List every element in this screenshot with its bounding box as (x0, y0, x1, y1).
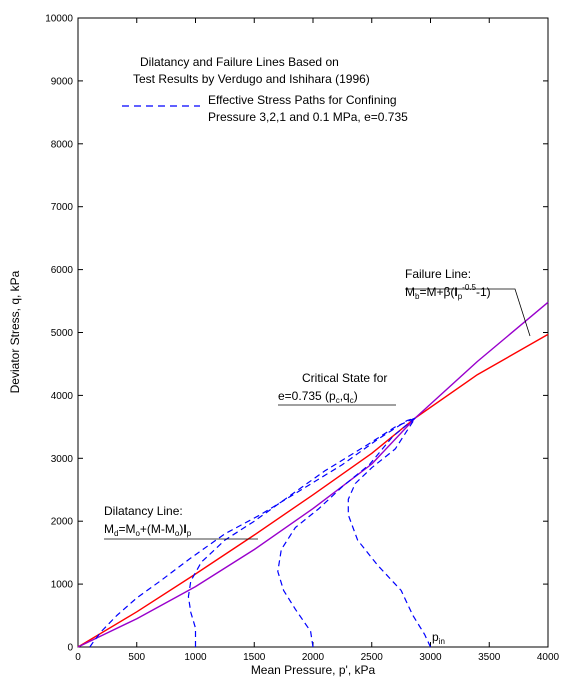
p-in-label: pin (432, 630, 445, 646)
x-axis-title: Mean Pressure, p', kPa (251, 663, 376, 677)
y-tick-label: 8000 (51, 139, 74, 150)
x-tick-label: 2500 (361, 652, 384, 663)
y-tick-label: 4000 (51, 391, 74, 402)
y-tick-label: 2000 (51, 517, 74, 528)
series-path-3 (347, 417, 432, 648)
annotation-title-line-1: Dilatancy and Failure Lines Based on (140, 55, 339, 69)
y-axis-ticks: 0 1000 2000 3000 4000 5000 6000 7000 8000 9000 100… (45, 14, 548, 654)
y-tick-label: 9000 (51, 76, 74, 87)
x-tick-label: 0 (75, 652, 81, 663)
y-tick-label: 7000 (51, 202, 74, 213)
x-tick-label: 1500 (243, 652, 266, 663)
series-path-01 (89, 417, 416, 648)
failure-line-label: Failure Line: (405, 267, 471, 281)
x-tick-label: 500 (128, 652, 145, 663)
series-failure (77, 301, 549, 648)
failure-line-equation: Mb=M+β(Ip-0.5-1) (405, 283, 491, 301)
legend-line-1: Effective Stress Paths for Confining (208, 93, 397, 107)
failure-label-leader (405, 288, 531, 337)
critical-state-label-line-2: e=0.735 (pc,qc) (278, 389, 358, 405)
annotation-title-line-2: Test Results by Verdugo and Ishihara (19… (133, 72, 370, 86)
x-tick-label: 3500 (478, 652, 501, 663)
x-tick-label: 4000 (537, 652, 560, 663)
series-layer (77, 301, 549, 648)
x-tick-label: 2000 (302, 652, 325, 663)
y-tick-label: 3000 (51, 454, 74, 465)
y-axis-title: Deviator Stress, q, kPa (8, 270, 22, 393)
dilatancy-line-equation: Md=Mo+(M-Mo)Ip (104, 522, 192, 538)
x-tick-label: 1000 (184, 652, 207, 663)
series-dilatancy (77, 333, 549, 648)
dilatancy-line-label: Dilatancy Line: (104, 504, 183, 518)
critical-state-label-line-1: Critical State for (302, 371, 387, 385)
y-tick-label: 10000 (45, 14, 73, 25)
y-tick-label: 6000 (51, 265, 74, 276)
y-tick-label: 1000 (51, 580, 74, 591)
series-path-2 (277, 417, 416, 648)
series-path-1 (187, 417, 416, 647)
y-tick-label: 5000 (51, 328, 74, 339)
x-axis-ticks: 0 500 1000 1500 2000 2500 3000 3500 4000 (75, 18, 560, 663)
y-tick-label: 0 (67, 643, 73, 654)
legend-line-2: Pressure 3,2,1 and 0.1 MPa, e=0.735 (208, 110, 408, 124)
x-tick-label: 3000 (419, 652, 442, 663)
